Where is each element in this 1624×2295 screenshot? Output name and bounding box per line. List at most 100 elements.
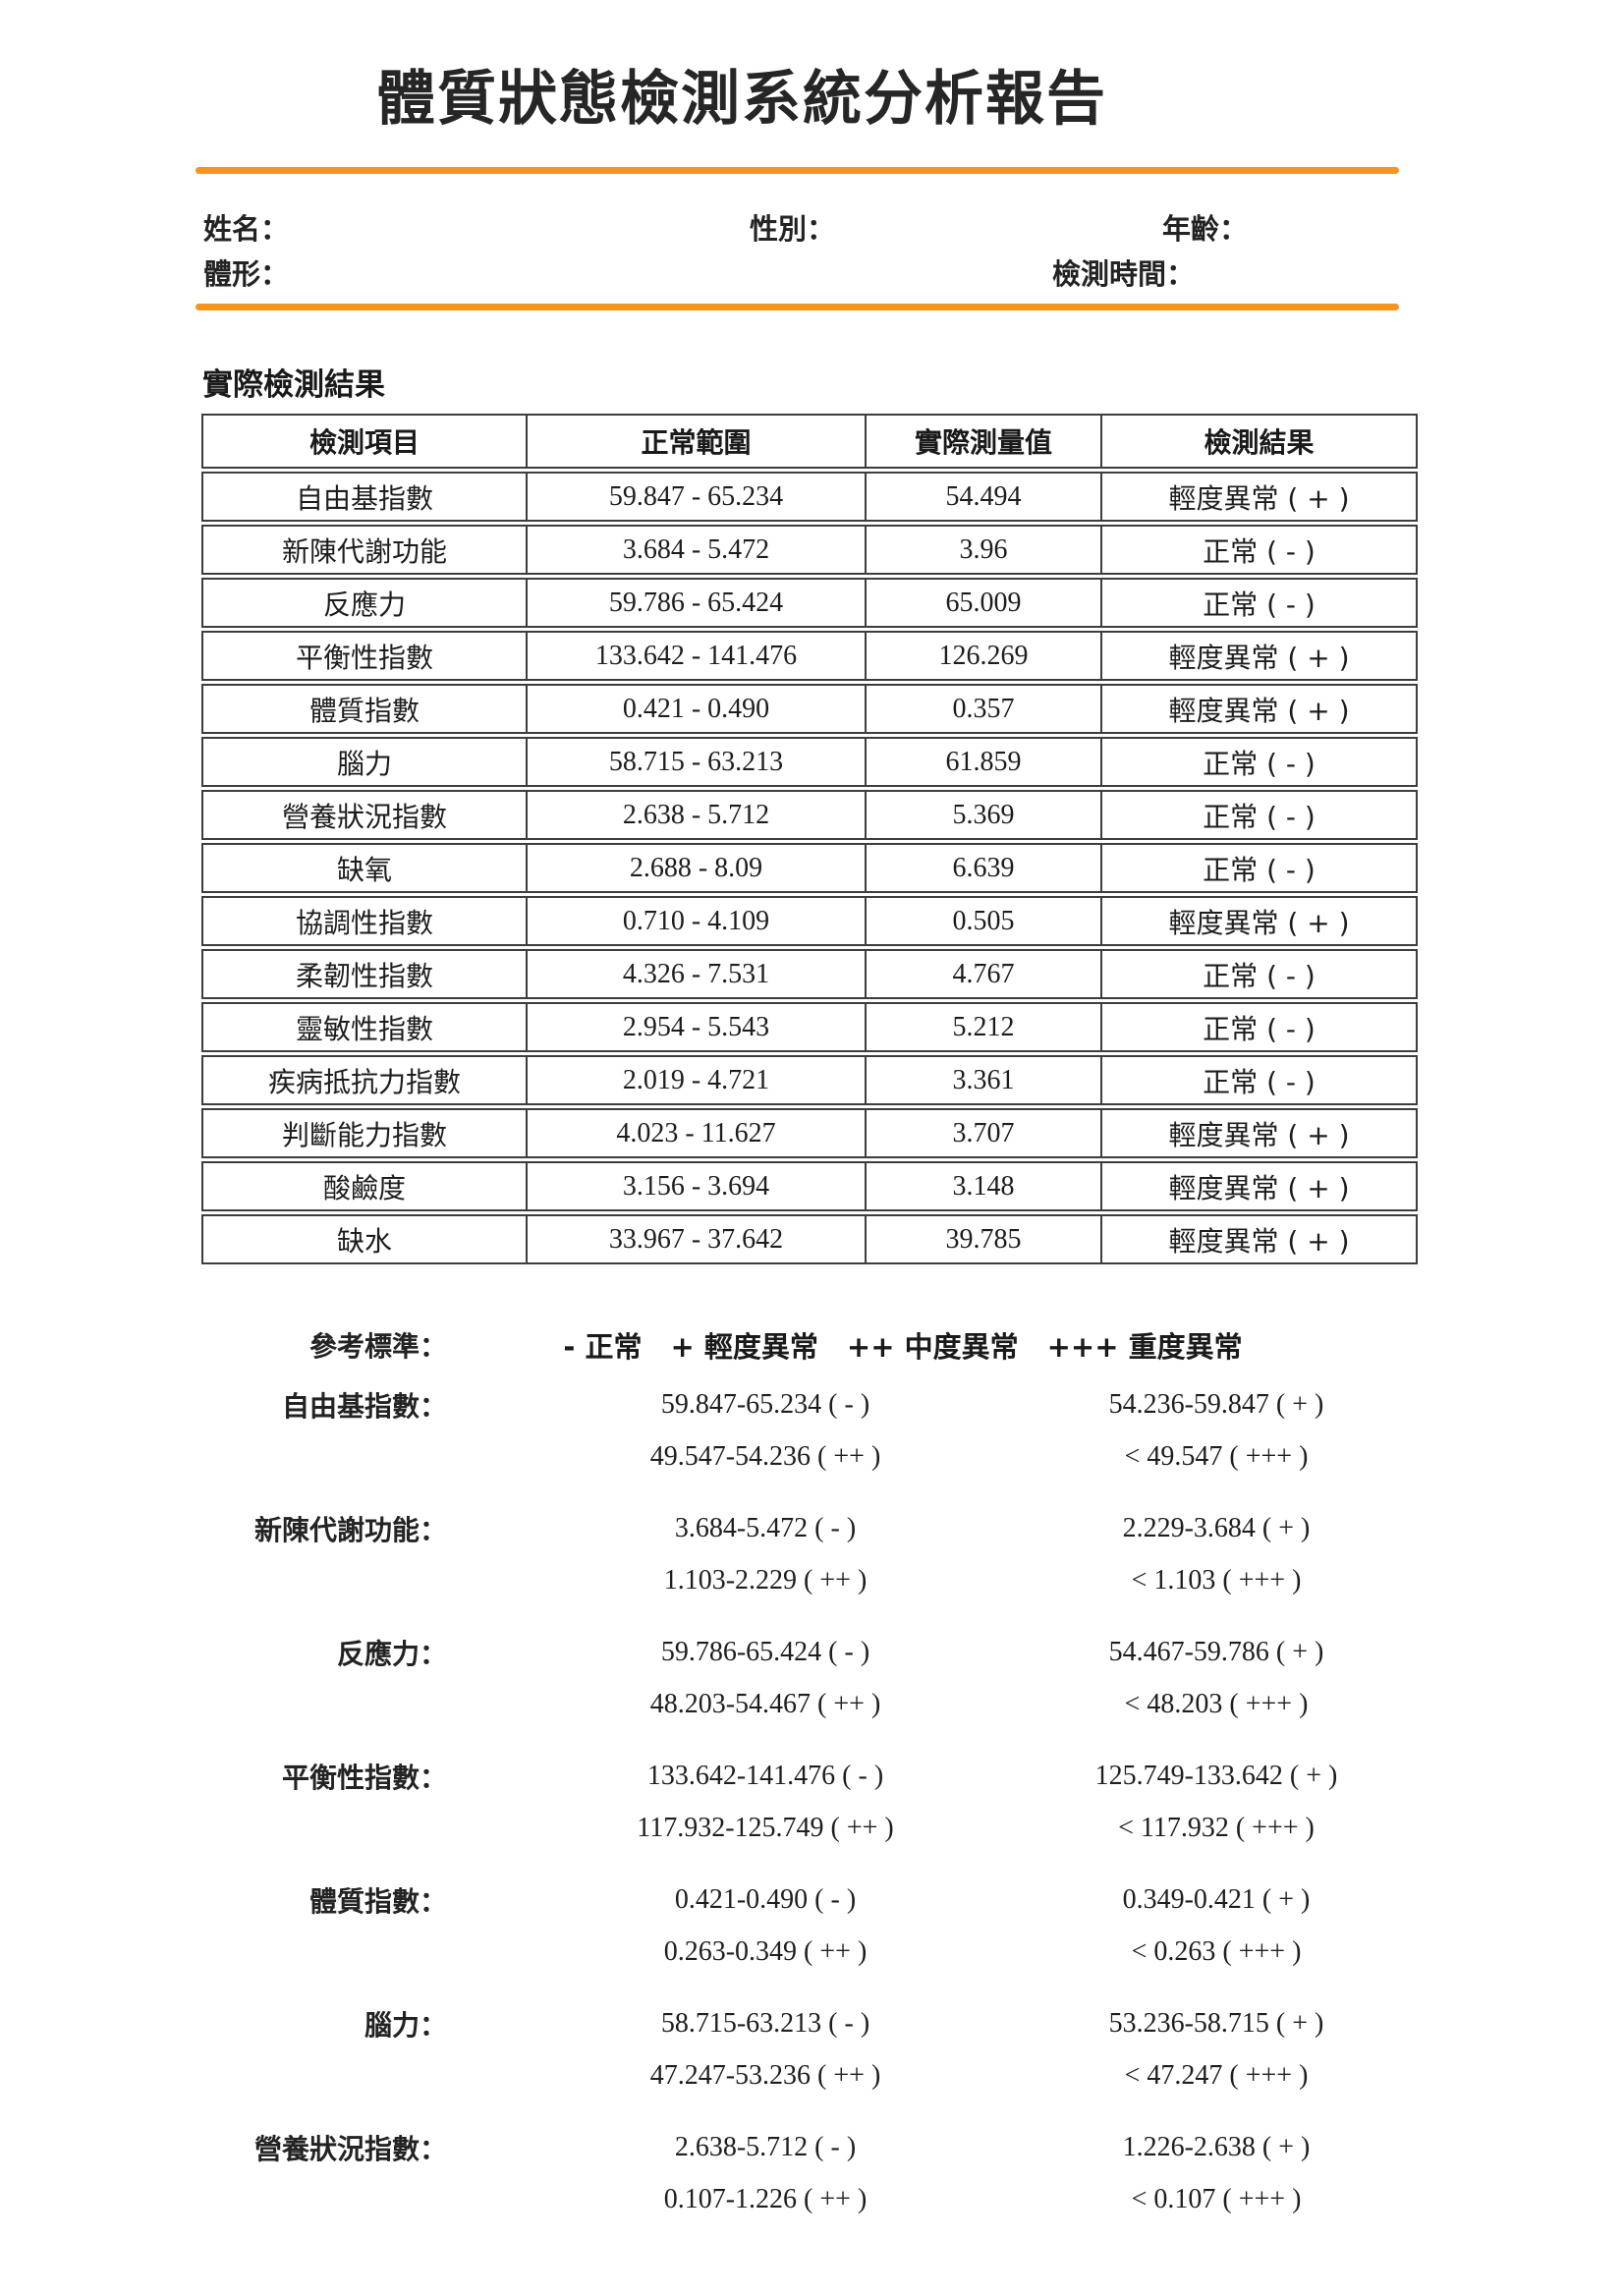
cell-value: 3.361 [865,1055,1100,1105]
reference-section: 參考標準： - 正常 + 輕度異常 ++ 中度異常 +++ 重度異常 自由基指數… [201,1318,1418,2245]
cell-item: 酸鹼度 [201,1161,526,1211]
cell-range: 0.710 - 4.109 [526,896,865,946]
cell-item: 柔韌性指數 [201,949,526,999]
reference-items: 自由基指數： 59.847-65.234 ( - ) 54.236-59.847 (… [201,1378,1418,2225]
reference-line: 47.247-53.236 ( ++ ) < 47.247 ( +++ ) [201,2049,1418,2101]
ref-mild-range: 125.749-133.642 ( + ) [1094,1760,1338,1791]
ref-normal-range: 58.715-63.213 ( - ) [660,2007,870,2039]
cell-result: 正常 ( - ) [1100,578,1418,628]
ref-mild-range: 54.467-59.786 ( + ) [1108,1636,1324,1667]
ref-severe-range: < 0.107 ( +++ ) [1131,2183,1302,2214]
reference-legend-row: 參考標準： - 正常 + 輕度異常 ++ 中度異常 +++ 重度異常 [201,1318,1418,1371]
cell-range: 3.156 - 3.694 [526,1161,865,1211]
reference-item: 反應力： 59.786-65.424 ( - ) 54.467-59.786 ( +… [201,1626,1418,1730]
table-row: 判斷能力指數 4.023 - 11.627 3.707 輕度異常 ( + ) [201,1108,1418,1158]
ref-normal-range: 59.847-65.234 ( - ) [660,1388,870,1420]
reference-line: 49.547-54.236 ( ++ ) < 49.547 ( +++ ) [201,1430,1418,1483]
cell-value: 54.494 [865,472,1100,522]
ref-moderate-range: 117.932-125.749 ( ++ ) [637,1812,894,1843]
reference-heading: 參考標準： [308,1329,447,1363]
cell-range: 59.786 - 65.424 [526,578,865,628]
reference-line: 腦力： 58.715-63.213 ( - ) 53.236-58.715 ( + … [201,1997,1418,2049]
cell-value: 4.767 [865,949,1100,999]
cell-item: 疾病抵抗力指數 [201,1055,526,1105]
table-row: 平衡性指數 133.642 - 141.476 126.269 輕度異常 ( + ) [201,631,1418,681]
cell-range: 58.715 - 63.213 [526,737,865,787]
cell-result: 正常 ( - ) [1100,525,1418,575]
reference-item: 自由基指數： 59.847-65.234 ( - ) 54.236-59.847 (… [201,1378,1418,1483]
ref-normal-range: 2.638-5.712 ( - ) [674,2131,857,2162]
reference-item-label: 平衡性指數： [281,1761,447,1794]
cell-item: 體質指數 [201,684,526,734]
ref-moderate-range: 48.203-54.467 ( ++ ) [649,1688,881,1719]
ref-moderate-range: 0.107-1.226 ( ++ ) [663,2183,868,2214]
table-row: 營養狀況指數 2.638 - 5.712 5.369 正常 ( - ) [201,790,1418,840]
results-table-body: 自由基指數 59.847 - 65.234 54.494 輕度異常 ( + ) 新陳代謝… [201,472,1418,1264]
cell-range: 2.688 - 8.09 [526,843,865,893]
cell-item: 判斷能力指數 [201,1108,526,1158]
table-row: 體質指數 0.421 - 0.490 0.357 輕度異常 ( + ) [201,684,1418,734]
cell-result: 輕度異常 ( + ) [1100,1161,1418,1211]
ref-severe-range: < 1.103 ( +++ ) [1131,1564,1302,1595]
divider-middle [196,304,1399,310]
table-row: 酸鹼度 3.156 - 3.694 3.148 輕度異常 ( + ) [201,1161,1418,1211]
table-row: 協調性指數 0.710 - 4.109 0.505 輕度異常 ( + ) [201,896,1418,946]
cell-range: 3.684 - 5.472 [526,525,865,575]
cell-range: 4.326 - 7.531 [526,949,865,999]
results-table: 檢測項目 正常範圍 實際測量值 檢測結果 自由基指數 59.847 - 65.234 54… [201,411,1418,1267]
cell-result: 輕度異常 ( + ) [1100,896,1418,946]
ref-severe-range: < 47.247 ( +++ ) [1124,2059,1309,2091]
reference-item-label: 腦力： [364,2008,447,2042]
cell-item: 協調性指數 [201,896,526,946]
reference-item-label: 新陳代謝功能： [253,1513,447,1546]
cell-range: 2.019 - 4.721 [526,1055,865,1105]
reference-line: 48.203-54.467 ( ++ ) < 48.203 ( +++ ) [201,1678,1418,1730]
cell-result: 正常 ( - ) [1100,843,1418,893]
cell-value: 5.212 [865,1002,1100,1052]
ref-severe-range: < 117.932 ( +++ ) [1118,1812,1315,1843]
age-label: 年齡： [1162,212,1249,246]
table-row: 反應力 59.786 - 65.424 65.009 正常 ( - ) [201,578,1418,628]
cell-item: 新陳代謝功能 [201,525,526,575]
reference-line: 0.263-0.349 ( ++ ) < 0.263 ( +++ ) [201,1926,1418,1978]
cell-item: 營養狀況指數 [201,790,526,840]
cell-result: 輕度異常 ( + ) [1100,1214,1418,1264]
ref-moderate-range: 47.247-53.236 ( ++ ) [649,2059,881,2091]
results-heading: 實際檢測結果 [202,367,385,403]
ref-severe-range: < 49.547 ( +++ ) [1124,1440,1309,1472]
table-row: 靈敏性指數 2.954 - 5.543 5.212 正常 ( - ) [201,1002,1418,1052]
table-row: 自由基指數 59.847 - 65.234 54.494 輕度異常 ( + ) [201,472,1418,522]
reference-line: 營養狀況指數： 2.638-5.712 ( - ) 1.226-2.638 ( + … [201,2121,1418,2173]
reference-legend: - 正常 + 輕度異常 ++ 中度異常 +++ 重度異常 [563,1329,1243,1364]
cell-value: 39.785 [865,1214,1100,1264]
reference-line: 反應力： 59.786-65.424 ( - ) 54.467-59.786 ( +… [201,1626,1418,1678]
cell-range: 133.642 - 141.476 [526,631,865,681]
reference-line: 117.932-125.749 ( ++ ) < 117.932 ( +++ ) [201,1802,1418,1854]
cell-range: 33.967 - 37.642 [526,1214,865,1264]
header-cell: 實際測量值 [865,414,1100,469]
reference-item: 營養狀況指數： 2.638-5.712 ( - ) 1.226-2.638 ( + … [201,2121,1418,2225]
cell-item: 缺氧 [201,843,526,893]
reference-item-label: 營養狀況指數： [253,2132,447,2165]
test-time-label: 檢測時間： [1052,257,1196,291]
reference-item-label: 自由基指數： [281,1389,447,1423]
cell-value: 61.859 [865,737,1100,787]
reference-item: 腦力： 58.715-63.213 ( - ) 53.236-58.715 ( + … [201,1997,1418,2101]
cell-result: 輕度異常 ( + ) [1100,1108,1418,1158]
cell-range: 0.421 - 0.490 [526,684,865,734]
cell-result: 正常 ( - ) [1100,1055,1418,1105]
cell-item: 反應力 [201,578,526,628]
cell-item: 腦力 [201,737,526,787]
table-row: 疾病抵抗力指數 2.019 - 4.721 3.361 正常 ( - ) [201,1055,1418,1105]
ref-severe-range: < 48.203 ( +++ ) [1124,1688,1309,1719]
cell-result: 輕度異常 ( + ) [1100,631,1418,681]
ref-mild-range: 0.349-0.421 ( + ) [1122,1883,1311,1915]
body-type-label: 體形： [203,257,290,291]
name-label: 姓名： [203,212,290,246]
table-row: 缺氧 2.688 - 8.09 6.639 正常 ( - ) [201,843,1418,893]
reference-line: 1.103-2.229 ( ++ ) < 1.103 ( +++ ) [201,1554,1418,1606]
table-row: 腦力 58.715 - 63.213 61.859 正常 ( - ) [201,737,1418,787]
reference-item: 新陳代謝功能： 3.684-5.472 ( - ) 2.229-3.684 ( + … [201,1502,1418,1606]
cell-range: 2.638 - 5.712 [526,790,865,840]
cell-value: 5.369 [865,790,1100,840]
